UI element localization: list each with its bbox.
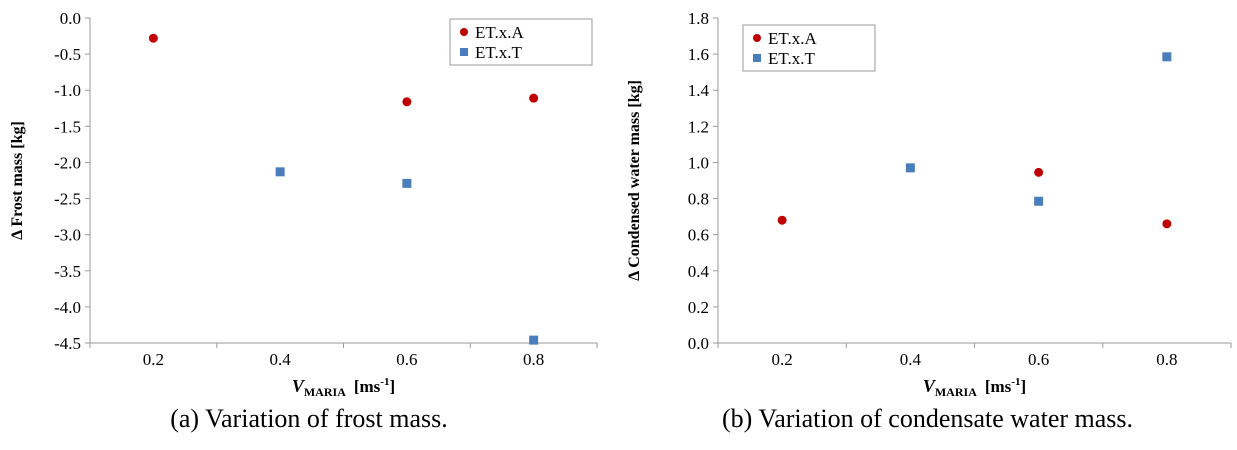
legend-marker-et-x-t [460,48,468,56]
y-tick-label: 1.2 [688,117,709,136]
data-point-et-x-t [905,163,915,173]
data-point-et-x-a [1034,167,1044,177]
x-tick-label: 0.2 [143,350,164,369]
chart-caption: (b) Variation of condensate water mass. [721,404,1134,433]
legend-label: ET.x.A [768,29,818,48]
x-axis-label: VMARIA [ms-1] [292,376,395,399]
frost-mass-scatter-chart: 0.0 -0.5 -1.0 -1.5 -2.0 -2.5 -3.0 -3.5 -4.0 -4.5 0… [9,9,598,399]
data-point-et-x-a [1162,219,1172,229]
x-tick-label: 0.6 [396,350,417,369]
y-axis-label: Δ Condensed water mass [kg] [626,80,643,281]
x-tick-label: 0.8 [523,350,544,369]
y-tick-label: 0.0 [60,9,81,28]
legend-label: ET.x.A [475,23,525,42]
x-axis-label-variable: V [292,376,306,396]
x-tick-label: 0.4 [900,350,922,369]
x-axis-label-subscript: MARIA [304,385,346,399]
data-point-et-x-t [402,178,412,188]
x-axis-label-variable: V [923,376,937,396]
chart-panel-condensed-water-mass: 0.0 0.2 0.4 0.6 0.8 1.0 1.2 1.4 1.6 1.8 0.2 0.4 0.6 0… [618,0,1237,450]
x-tick-label: 0.8 [1156,350,1177,369]
y-tick-label: 0.4 [688,262,710,281]
y-tick-label: -2.0 [54,153,81,172]
chart-caption: (a) Variation of frost mass. [170,404,448,433]
y-tick-label: -4.0 [54,298,81,317]
x-axis-label-unit: [ms [354,377,381,396]
data-point-et-x-t [1162,52,1172,62]
x-tick-label: 0.6 [1028,350,1049,369]
y-tick-label: -2.5 [54,190,81,209]
data-point-et-x-t [1034,196,1044,206]
y-tick-label: 1.8 [688,9,709,28]
y-tick-label: 0.8 [688,190,709,209]
data-point-et-x-a [148,33,158,43]
legend-marker-et-x-a [753,34,761,42]
y-tick-label: 0.6 [688,226,709,245]
y-tick-label: 1.0 [688,153,709,172]
y-tick-label: -4.5 [54,334,81,353]
y-tick-label: 0.2 [688,298,709,317]
x-tick-label: 0.2 [772,350,793,369]
x-tick-label: 0.4 [270,350,292,369]
data-point-et-x-t [529,335,539,345]
x-axis-label-unit-superscript: -1 [380,376,389,388]
data-point-et-x-t [275,167,285,177]
x-axis-label-unit-close: ] [1020,377,1026,396]
legend-label: ET.x.T [475,43,523,62]
y-tick-label: 1.4 [688,81,710,100]
legend-label: ET.x.T [768,49,816,68]
data-point-et-x-a [402,97,412,107]
condensed-water-mass-scatter-chart: 0.0 0.2 0.4 0.6 0.8 1.0 1.2 1.4 1.6 1.8 0.2 0.4 0.6 0… [626,9,1232,399]
legend-marker-et-x-a [460,28,468,36]
x-axis-label-unit-close: ] [389,377,395,396]
legend-box [742,24,876,72]
y-tick-label: -3.0 [54,226,81,245]
chart-panel-frost-mass: 0.0 -0.5 -1.0 -1.5 -2.0 -2.5 -3.0 -3.5 -4.0 -4.5 0… [0,0,618,450]
x-axis-label-subscript: MARIA [935,385,977,399]
y-tick-label: -1.0 [54,81,81,100]
y-axis-label: Δ Frost mass [kg] [9,121,26,240]
x-axis-label: VMARIA [ms-1] [923,376,1026,399]
data-point-et-x-a [777,215,787,225]
y-tick-label: -0.5 [54,45,81,64]
y-tick-label: 0.0 [688,334,709,353]
y-tick-label: 1.6 [688,45,709,64]
legend-box [449,18,593,66]
data-point-et-x-a [529,93,539,103]
y-tick-label: -3.5 [54,262,81,281]
legend-marker-et-x-t [753,54,761,62]
x-axis-label-unit: [ms [985,377,1012,396]
x-axis-label-unit-superscript: -1 [1011,376,1020,388]
y-tick-label: -1.5 [54,117,81,136]
